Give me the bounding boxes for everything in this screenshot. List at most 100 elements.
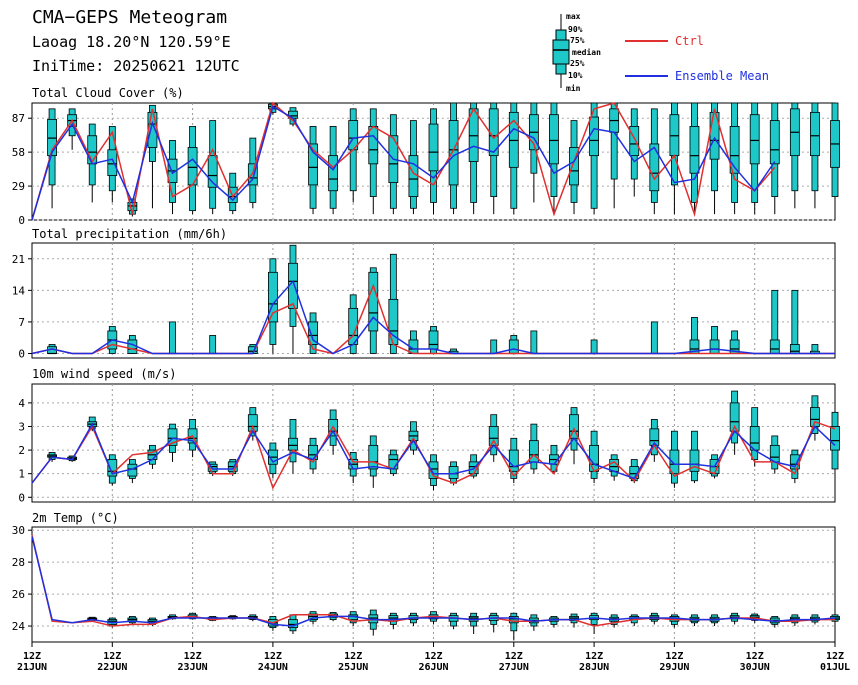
box-inner (247, 163, 258, 186)
legend-mean-label: Ensemble Mean (675, 69, 769, 83)
legend-lower-box (555, 63, 567, 75)
ensemble-mean-line (31, 536, 836, 627)
ensemble-mean-line (31, 422, 836, 484)
box-inner (428, 330, 439, 350)
x-tick-date: 30JUN (740, 662, 770, 673)
y-tick-label: 3 (18, 420, 25, 433)
y-tick-label: 30 (12, 524, 25, 537)
x-tick-date: 27JUN (499, 662, 529, 673)
y-tick-label: 2 (18, 444, 25, 457)
x-tick-hour: 12Z (184, 651, 202, 662)
x-tick-date: 29JUN (659, 662, 689, 673)
box-inner (669, 449, 680, 475)
legend-label-90: 90% (568, 25, 583, 34)
x-tick-hour: 12Z (665, 651, 683, 662)
box-inner (328, 155, 339, 192)
init-time-label: IniTime: 20250621 12UTC (32, 57, 240, 75)
box-inner (87, 135, 98, 165)
box-inner (508, 449, 519, 472)
box-inner (589, 116, 599, 157)
legend-label-min: min (566, 83, 581, 93)
legend-label-75: 75% (570, 36, 585, 45)
chart-title: CMA−GEPS Meteogram (32, 7, 227, 28)
box-inner (207, 155, 218, 188)
legend-label-median: median (572, 47, 601, 57)
box-inner (448, 120, 459, 186)
y-tick-label: 21 (12, 253, 25, 266)
box-inner (508, 616, 519, 624)
y-tick-label: 24 (12, 620, 26, 633)
legend-outer-box (555, 29, 567, 41)
box-inner (729, 126, 740, 174)
x-tick-hour: 12Z (505, 651, 523, 662)
box-inner (288, 437, 298, 451)
x-tick-date: 28JUN (579, 662, 609, 673)
tick-layer: 0 29 58 87 0 7 14 21 0 1 2 3 4 24 26 28 30 (12, 112, 32, 633)
box-inner (428, 123, 439, 172)
x-tick-date: 25JUN (338, 662, 368, 673)
box-inner (107, 149, 118, 176)
box-inner (810, 111, 820, 157)
legend-label-25: 25% (570, 59, 585, 68)
x-axis: 12Z21JUN12Z22JUN12Z23JUN12Z24JUN12Z25JUN… (17, 642, 850, 673)
box-outer (209, 335, 217, 354)
box-outer (490, 339, 498, 354)
x-tick-hour: 12Z (746, 651, 764, 662)
box-inner (769, 339, 780, 354)
y-tick-label: 26 (12, 588, 25, 601)
box-inner (368, 271, 379, 332)
box-inner (167, 428, 178, 446)
panel-title-precip: Total precipitation (mm/6h) (32, 227, 227, 241)
box-inner (709, 339, 720, 354)
box-inner (368, 126, 379, 165)
box-outer (590, 339, 598, 354)
box-outer (530, 330, 538, 354)
x-tick-date: 24JUN (258, 662, 288, 673)
box-outer (791, 289, 799, 354)
y-tick-label: 1 (18, 468, 25, 481)
x-tick-date: 22JUN (97, 662, 127, 673)
y-tick-label: 87 (12, 112, 25, 125)
x-tick-date: 23JUN (178, 662, 208, 673)
y-tick-label: 7 (18, 316, 25, 329)
x-tick-hour: 12Z (103, 651, 121, 662)
y-tick-label: 58 (12, 146, 25, 159)
box-inner (689, 449, 700, 472)
box-inner (267, 271, 278, 323)
box-inner (308, 143, 318, 186)
box-inner (749, 114, 760, 165)
box-inner (689, 126, 700, 174)
legend-inner-box (552, 39, 570, 65)
panel-title-wind: 10m wind speed (m/s) (32, 367, 177, 381)
panel-title-temp: 2m Temp (°C) (32, 511, 119, 525)
box-inner (830, 426, 840, 451)
ensemble-mean-line (31, 279, 835, 355)
ctrl-line (31, 101, 776, 221)
y-tick-label: 0 (18, 214, 25, 227)
box-inner (388, 454, 399, 470)
box-inner (428, 461, 439, 479)
x-tick-date: 21JUN (17, 662, 47, 673)
box-inner (789, 344, 800, 354)
legend-label-10: 10% (568, 71, 583, 80)
legend-ctrl-label: Ctrl (675, 34, 704, 48)
box-inner (649, 143, 660, 192)
box-inner (308, 321, 318, 345)
x-tick-hour: 12Z (23, 651, 41, 662)
box-outer (169, 321, 176, 354)
line-layer (31, 101, 836, 627)
x-tick-date: 01JUL (820, 662, 850, 673)
box-inner (569, 147, 579, 186)
box-inner (769, 120, 780, 165)
y-tick-label: 0 (18, 347, 25, 360)
location-label: Laoag 18.20°N 120.59°E (32, 33, 231, 51)
y-tick-label: 0 (18, 491, 25, 504)
y-tick-label: 14 (12, 284, 26, 297)
x-tick-hour: 12Z (344, 651, 362, 662)
panel-title-cloud: Total Cloud Cover (%) (32, 86, 184, 100)
box-inner (107, 459, 118, 477)
box-inner (549, 114, 559, 165)
x-tick-hour: 12Z (585, 651, 603, 662)
